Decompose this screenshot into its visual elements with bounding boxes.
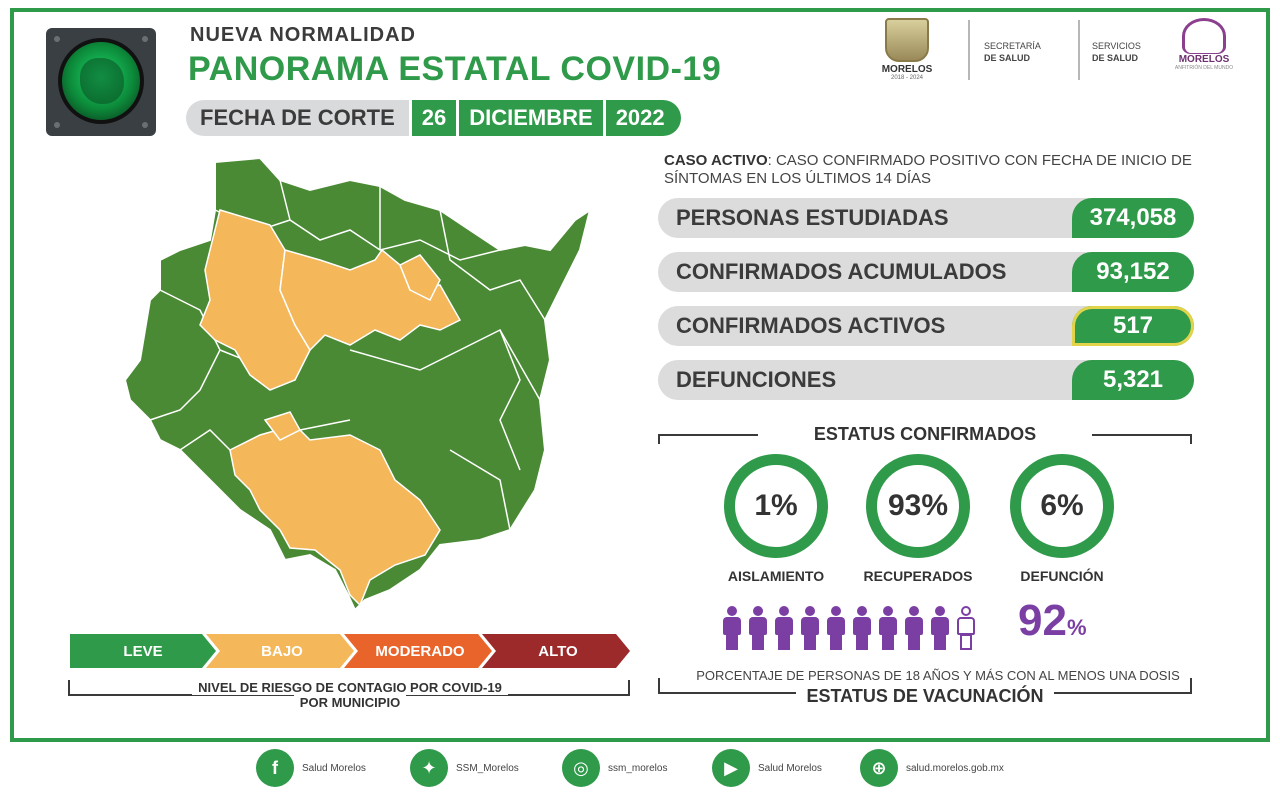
logo-divider [1078,20,1080,80]
vaccination-caption-text: PORCENTAJE DE PERSONAS DE 18 AÑOS Y MÁS … [690,668,1186,683]
legend-caption-b: COVID-19 [441,680,502,695]
risk-legend: LEVE BAJO MODERADO ALTO [70,634,630,668]
stat-row-activos: CONFIRMADOS ACTIVOS 517 [658,306,1194,346]
morelos-flower-logo: MORELOS ANFITRIÓN DEL MUNDO [1174,18,1234,84]
social-facebook-text: Salud Morelos [302,762,366,774]
outer-frame [10,8,1270,742]
state-logo-name: MORELOS [881,64,933,75]
state-logo-years: 2018 - 2024 [890,75,924,81]
social-instagram-text: ssm_morelos [608,762,668,774]
person-vaccinated-icon [876,606,900,650]
twitter-icon: ✦ [410,749,448,787]
vaccination-title-text: ESTATUS DE VACUNACIÓN [796,686,1054,706]
vaccination-pct-number: 92 [1018,596,1067,645]
legend-alto: ALTO [538,642,578,660]
municipality-risk-map [123,156,592,612]
ring-aislamiento: 1% [724,454,828,558]
stat-label: CONFIRMADOS ACUMULADOS [658,252,1108,292]
status-bracket-right [1092,434,1192,444]
map-low-risk-areas [199,209,462,607]
vaccination-title: ESTATUS DE VACUNACIÓN [658,686,1192,707]
instagram-icon: ◎ [562,749,600,787]
stat-label: CONFIRMADOS ACTIVOS [658,306,1108,346]
risk-legend-arrows [70,634,630,668]
web-icon: ⊕ [860,749,898,787]
person-vaccinated-icon [772,606,796,650]
person-vaccinated-icon [798,606,822,650]
status-bracket-left [658,434,758,444]
stat-label: PERSONAS ESTUDIADAS [658,198,1108,238]
date-month: DICIEMBRE [459,100,603,136]
legend-shape-moderado [344,634,492,668]
vaccination-percentage: 92% [1018,596,1087,646]
social-twitter[interactable]: ✦ SSM_Morelos [410,748,519,788]
date-label: FECHA DE CORTE [186,100,409,136]
logo-divider [968,20,970,80]
legend-shape-leve [70,634,216,668]
social-website[interactable]: ⊕ salud.morelos.gob.mx [860,748,1004,788]
stat-row-estudiadas: PERSONAS ESTUDIADAS 374,058 [658,198,1194,238]
secretaria-logo: SECRETARÍA DE SALUD [984,40,1041,64]
state-crest-icon [885,18,929,62]
vaccination-people-icons [720,606,978,650]
ring-recuperados: 93% [866,454,970,558]
legend-caption-c: POR MUNICIPIO [293,695,407,710]
stat-value: 517 [1072,306,1194,346]
traffic-light-icon [46,28,156,136]
flower-icon [1182,18,1226,54]
secretaria-line1: SECRETARÍA [984,41,1041,51]
social-youtube-text: Salud Morelos [758,762,822,774]
ring-label-aislamiento: AISLAMIENTO [727,568,825,584]
status-title: ESTATUS CONFIRMADOS [813,424,1037,444]
stat-value: 374,058 [1072,198,1194,238]
legend-bajo: BAJO [261,642,303,660]
state-logo: MORELOS 2018 - 2024 [872,18,942,88]
ring-label-defuncion: DEFUNCIÓN [1020,568,1104,584]
social-facebook[interactable]: f Salud Morelos [256,748,366,788]
ring-defuncion: 6% [1010,454,1114,558]
social-youtube[interactable]: ▶ Salud Morelos [712,748,822,788]
legend-shape-alto [482,634,630,668]
stat-label: DEFUNCIONES [658,360,1108,400]
servicios-line1: SERVICIOS [1092,41,1141,51]
definition-text: : CASO CONFIRMADO POSITIVO CON FECHA DE … [664,152,1192,187]
stat-row-defunciones: DEFUNCIONES 5,321 [658,360,1194,400]
vaccination-pct-sign: % [1066,615,1087,640]
social-website-text: salud.morelos.gob.mx [906,762,1004,774]
legend-moderado: MODERADO [375,642,465,660]
facebook-icon: f [256,749,294,787]
servicios-line2: DE SALUD [1092,53,1139,63]
definition-term: CASO ACTIVO [664,152,768,169]
person-vaccinated-icon [928,606,952,650]
flower-logo-name: MORELOS [1178,54,1230,65]
person-vaccinated-icon [902,606,926,650]
person-vaccinated-icon [720,606,744,650]
servicios-logo: SERVICIOS DE SALUD [1092,40,1141,64]
secretaria-line2: DE SALUD [984,53,1031,63]
stat-row-acumulados: CONFIRMADOS ACUMULADOS 93,152 [658,252,1194,292]
vaccination-caption: PORCENTAJE DE PERSONAS DE 18 AÑOS Y MÁS … [658,668,1218,683]
date-year: 2022 [605,100,681,136]
legend-caption-a: NIVEL DE RIESGO DE CONTAGIO POR [198,680,442,695]
youtube-icon: ▶ [712,749,750,787]
stat-value: 93,152 [1072,252,1194,292]
flower-logo-sub: ANFITRIÓN DEL MUNDO [1174,65,1234,71]
stat-value: 5,321 [1072,360,1194,400]
person-vaccinated-icon [824,606,848,650]
kicker-text: NUEVA NORMALIDAD [190,24,416,46]
legend-caption: NIVEL DE RIESGO DE CONTAGIO POR COVID-19… [70,680,630,710]
person-vaccinated-icon [850,606,874,650]
active-case-definition: CASO ACTIVO: CASO CONFIRMADO POSITIVO CO… [664,152,1204,188]
page-title: PANORAMA ESTATAL COVID-19 [188,50,722,88]
cutoff-date: FECHA DE CORTE 26 DICIEMBRE 2022 [186,100,681,136]
social-twitter-text: SSM_Morelos [456,762,519,774]
person-unvaccinated-icon [954,606,978,650]
ring-label-recuperados: RECUPERADOS [863,568,973,584]
legend-shape-bajo [206,634,354,668]
social-instagram[interactable]: ◎ ssm_morelos [562,748,667,788]
legend-leve: LEVE [123,642,163,660]
date-day: 26 [411,100,457,136]
person-vaccinated-icon [746,606,770,650]
